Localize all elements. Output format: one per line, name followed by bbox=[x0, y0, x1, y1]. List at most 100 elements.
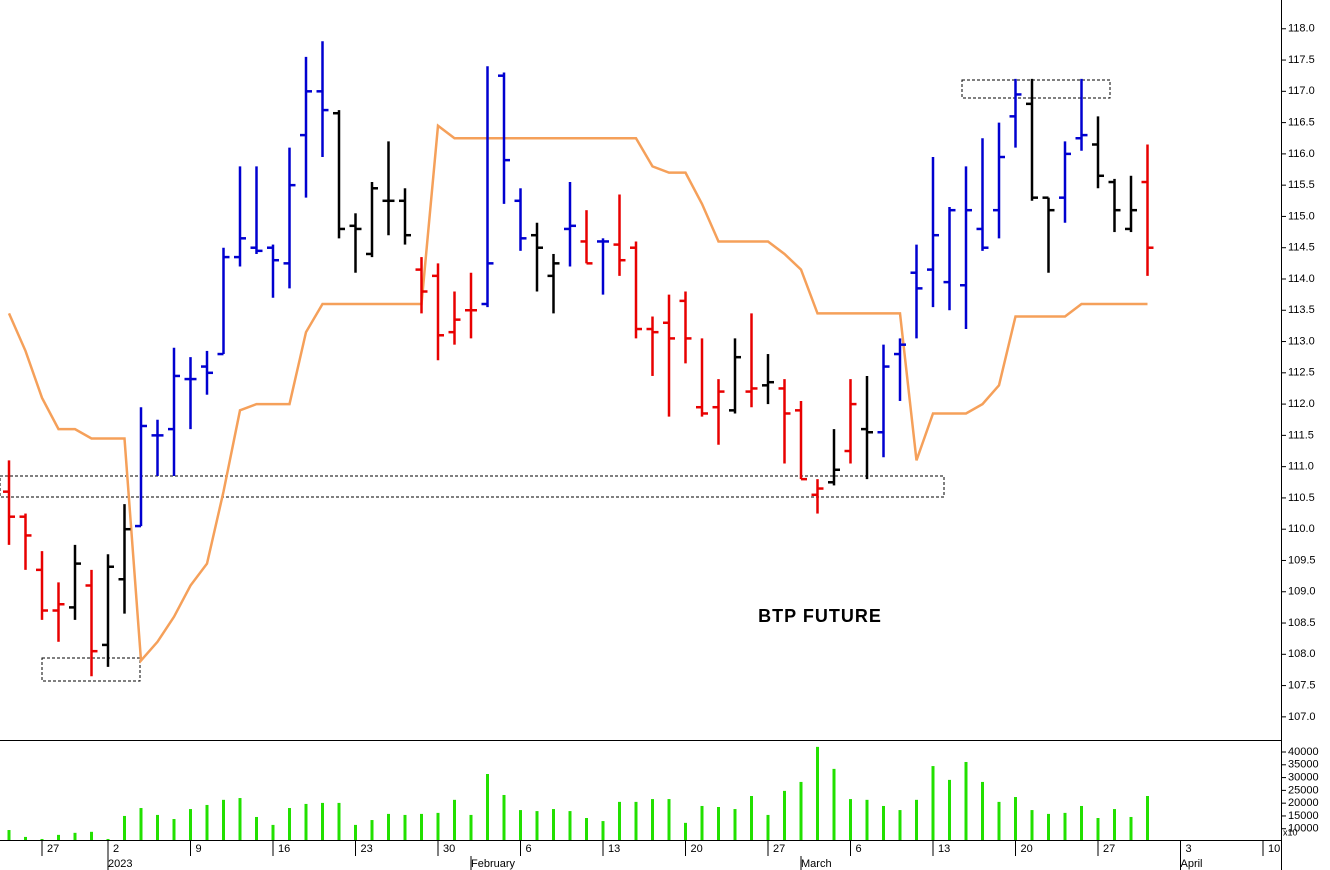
volume-bar bbox=[981, 781, 984, 840]
volume-bar bbox=[420, 813, 423, 840]
chart-title: BTP FUTURE bbox=[758, 606, 882, 626]
y-tick-label: 40000 bbox=[1288, 746, 1319, 758]
volume-bar bbox=[733, 809, 737, 840]
volume-bar bbox=[238, 798, 242, 840]
y-tick-label: 114.0 bbox=[1288, 273, 1315, 285]
volume-bar bbox=[585, 818, 588, 840]
x-tick-label: 9 bbox=[196, 843, 202, 855]
volume-bar bbox=[964, 761, 968, 840]
y-tick-label: 109.0 bbox=[1288, 586, 1316, 598]
y-tick-label: 107.0 bbox=[1288, 711, 1316, 723]
volume-bar bbox=[73, 832, 77, 840]
y-tick-label: 20000 bbox=[1288, 797, 1319, 809]
volume-bar bbox=[486, 774, 489, 840]
volume-bar bbox=[1063, 812, 1067, 840]
volume-bar bbox=[288, 808, 291, 840]
x-tick-label: 6 bbox=[856, 843, 862, 855]
y-tick-label: 112.5 bbox=[1288, 367, 1315, 379]
volume-bar bbox=[156, 814, 159, 840]
y-tick-label: 35000 bbox=[1288, 759, 1319, 771]
support-zone bbox=[0, 475, 945, 498]
month-label: March bbox=[801, 858, 832, 870]
y-tick-label: 30000 bbox=[1288, 771, 1319, 783]
y-tick-label: 109.5 bbox=[1288, 554, 1316, 566]
y-tick-label: 113.5 bbox=[1288, 304, 1315, 316]
x-tick-label: 13 bbox=[608, 843, 620, 855]
volume-bar bbox=[403, 814, 407, 840]
volume-bar bbox=[370, 820, 374, 840]
volume-bar bbox=[139, 808, 143, 840]
x-tick-label: 3 bbox=[1186, 843, 1192, 855]
volume-bar bbox=[1030, 810, 1034, 840]
volume-bar bbox=[717, 807, 720, 840]
y-tick-label: 15000 bbox=[1288, 810, 1319, 822]
y-tick-label: 110.0 bbox=[1288, 523, 1315, 535]
volume-bar bbox=[205, 804, 209, 840]
volume-bar bbox=[865, 799, 869, 840]
y-tick-label: 111.0 bbox=[1288, 461, 1314, 473]
x-tick-label: 10 bbox=[1268, 843, 1280, 855]
y-tick-label: 116.5 bbox=[1288, 117, 1315, 129]
volume-bar bbox=[1080, 805, 1083, 840]
volume-bar bbox=[849, 799, 852, 840]
x-tick-label: 23 bbox=[361, 843, 373, 855]
volume-bar bbox=[1014, 797, 1017, 840]
x-tick-label: 6 bbox=[526, 843, 532, 855]
y-tick-label: 111.5 bbox=[1288, 429, 1314, 441]
volume-bar bbox=[123, 815, 126, 840]
volume-bar bbox=[997, 801, 1001, 840]
volume-bar bbox=[90, 831, 93, 840]
y-tick-label: 115.0 bbox=[1288, 210, 1315, 222]
scale-note: x10 bbox=[1283, 827, 1298, 837]
volume-bar bbox=[271, 824, 275, 840]
volume-bar bbox=[469, 814, 473, 840]
volume-bar bbox=[882, 805, 885, 840]
volume-bar bbox=[783, 790, 786, 840]
x-tick-label: 13 bbox=[938, 843, 950, 855]
volume-bar bbox=[40, 838, 44, 840]
y-tick-label: 114.5 bbox=[1288, 242, 1315, 254]
volume-bar bbox=[189, 809, 192, 840]
volume-bar bbox=[387, 813, 390, 840]
volume-bar bbox=[106, 838, 110, 840]
y-tick-label: 117.5 bbox=[1288, 54, 1315, 66]
volume-bar bbox=[618, 801, 621, 840]
volume-bar bbox=[172, 819, 176, 840]
volume-bar bbox=[651, 799, 654, 840]
x-tick-label: 16 bbox=[278, 843, 290, 855]
volume-bar bbox=[568, 811, 572, 840]
volume-bar bbox=[1113, 809, 1116, 840]
volume-bar bbox=[57, 834, 60, 840]
volume-bar bbox=[1146, 796, 1149, 840]
y-tick-label: 117.0 bbox=[1288, 85, 1315, 97]
volume-bar bbox=[799, 781, 803, 840]
volume-bar bbox=[552, 809, 555, 840]
volume-bar bbox=[255, 816, 258, 840]
volume-bar bbox=[898, 810, 902, 840]
volume-bar bbox=[667, 799, 671, 840]
volume-bar bbox=[222, 799, 225, 840]
support-zone bbox=[41, 657, 141, 682]
volume-bar bbox=[816, 746, 819, 840]
volume-bar bbox=[601, 821, 605, 840]
y-tick-label: 110.5 bbox=[1288, 492, 1315, 504]
x-tick-label: 30 bbox=[443, 843, 455, 855]
volume-bar bbox=[634, 801, 638, 840]
y-tick-label: 116.0 bbox=[1288, 148, 1315, 160]
volume-bar bbox=[502, 794, 506, 840]
y-tick-label: 107.5 bbox=[1288, 679, 1316, 691]
y-tick-label: 25000 bbox=[1288, 784, 1319, 796]
volume-bar bbox=[1129, 816, 1133, 840]
y-tick-label: 113.0 bbox=[1288, 335, 1315, 347]
volume-bar bbox=[321, 802, 324, 840]
y-tick-label: 108.5 bbox=[1288, 617, 1316, 629]
volume-bar bbox=[519, 810, 522, 840]
volume-bar bbox=[700, 805, 704, 840]
volume-bar bbox=[436, 812, 440, 840]
x-tick-label: 20 bbox=[691, 843, 703, 855]
volume-bar bbox=[832, 768, 836, 840]
month-label: April bbox=[1181, 858, 1203, 870]
x-tick-label: 27 bbox=[773, 843, 785, 855]
